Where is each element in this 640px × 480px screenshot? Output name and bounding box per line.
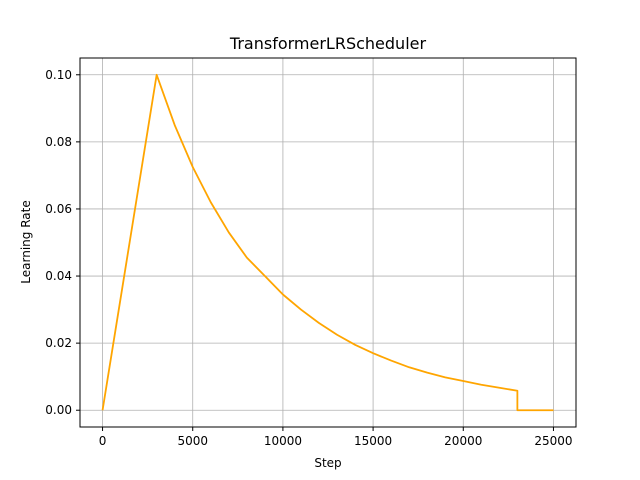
series-line (101, 73, 554, 412)
chart-title: TransformerLRScheduler (229, 34, 427, 53)
x-tick-label: 5000 (177, 434, 208, 448)
x-tick-label: 0 (99, 434, 107, 448)
y-axis-ticks: 0.00 0.02 0.04 0.06 0.08 0.10 (45, 68, 80, 417)
x-tick-label: 10000 (264, 434, 302, 448)
x-axis-label: Step (314, 456, 341, 470)
plot-frame (79, 57, 577, 428)
x-tick-label: 15000 (354, 434, 392, 448)
x-tick-label: 20000 (444, 434, 482, 448)
series-group (101, 73, 554, 412)
y-tick-label: 0.08 (45, 135, 72, 149)
y-axis-label: Learning Rate (19, 200, 33, 283)
y-tick-label: 0.06 (45, 202, 72, 216)
grid (80, 58, 576, 427)
x-axis-ticks: 0 5000 10000 15000 20000 25000 (99, 427, 573, 448)
x-tick-label: 25000 (534, 434, 572, 448)
y-tick-label: 0.10 (45, 68, 72, 82)
y-tick-label: 0.04 (45, 269, 72, 283)
y-tick-label: 0.02 (45, 336, 72, 350)
y-tick-label: 0.00 (45, 403, 72, 417)
